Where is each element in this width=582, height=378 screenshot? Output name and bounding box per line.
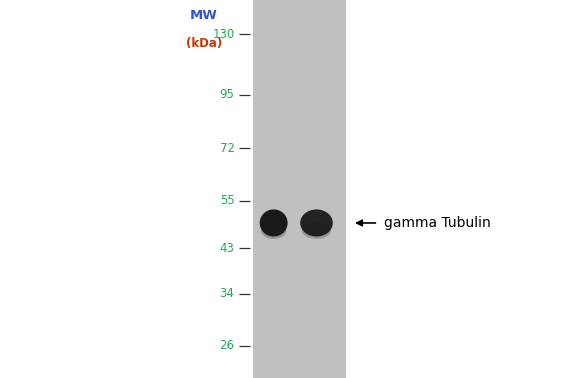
Text: (kDa): (kDa) — [186, 37, 222, 50]
Text: gamma Tubulin: gamma Tubulin — [384, 216, 491, 230]
Text: 43: 43 — [219, 242, 235, 255]
Ellipse shape — [300, 209, 333, 237]
Text: 26: 26 — [219, 339, 235, 352]
Ellipse shape — [261, 223, 286, 239]
Text: 55: 55 — [220, 194, 235, 207]
Ellipse shape — [302, 223, 331, 239]
Text: 95: 95 — [219, 88, 235, 101]
Text: 72: 72 — [219, 142, 235, 155]
Bar — [253, 0, 346, 378]
Text: 130: 130 — [212, 28, 235, 40]
Text: 34: 34 — [219, 287, 235, 300]
Text: MW: MW — [190, 9, 218, 23]
Ellipse shape — [260, 209, 288, 237]
